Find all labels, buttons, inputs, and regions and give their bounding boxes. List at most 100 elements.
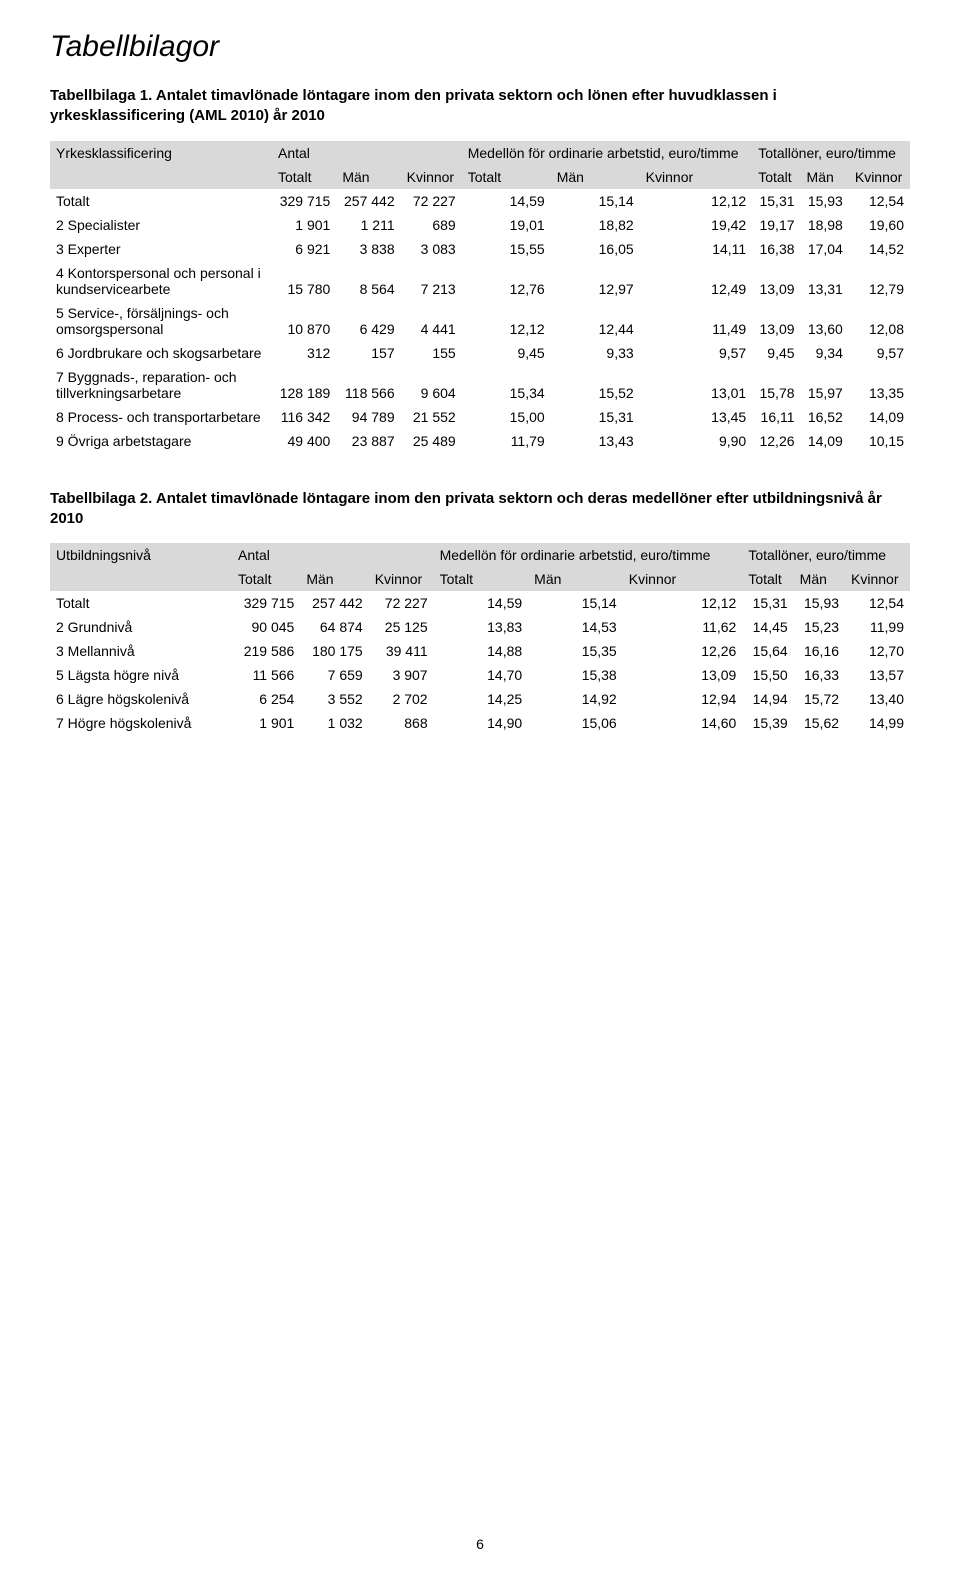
cell: 12,94 bbox=[623, 687, 743, 711]
cell: 15,31 bbox=[752, 189, 800, 213]
t2-sub-5: Män bbox=[528, 567, 623, 591]
row-label: 5 Service-, försäljnings- och omsorgsper… bbox=[50, 301, 272, 341]
cell: 14,59 bbox=[462, 189, 551, 213]
cell: 94 789 bbox=[336, 405, 400, 429]
t1-sub-6: Kvinnor bbox=[640, 165, 753, 189]
cell: 2 702 bbox=[369, 687, 434, 711]
cell: 12,54 bbox=[849, 189, 910, 213]
table-row: 3 Mellannivå219 586180 17539 41114,8815,… bbox=[50, 639, 910, 663]
table-row: 2 Specialister1 9011 21168919,0118,8219,… bbox=[50, 213, 910, 237]
cell: 15,23 bbox=[794, 615, 845, 639]
cell: 12,12 bbox=[462, 301, 551, 341]
row-label: 2 Grundnivå bbox=[50, 615, 232, 639]
cell: 9,45 bbox=[752, 341, 800, 365]
row-label: 6 Lägre högskolenivå bbox=[50, 687, 232, 711]
t1-sub-9: Kvinnor bbox=[849, 165, 910, 189]
cell: 13,35 bbox=[849, 365, 910, 405]
cell: 12,49 bbox=[640, 261, 753, 301]
table2-caption: Tabellbilaga 2. Antalet timavlönade lönt… bbox=[50, 489, 910, 530]
cell: 9,57 bbox=[640, 341, 753, 365]
cell: 15,35 bbox=[528, 639, 623, 663]
cell: 72 227 bbox=[369, 591, 434, 615]
cell: 312 bbox=[272, 341, 336, 365]
row-label: 7 Högre högskolenivå bbox=[50, 711, 232, 735]
cell: 14,88 bbox=[434, 639, 529, 663]
table2: Utbildningsnivå Antal Medellön för ordin… bbox=[50, 543, 910, 735]
cell: 16,52 bbox=[801, 405, 849, 429]
cell: 13,31 bbox=[801, 261, 849, 301]
cell: 8 564 bbox=[336, 261, 400, 301]
cell: 15,72 bbox=[794, 687, 845, 711]
cell: 16,05 bbox=[551, 237, 640, 261]
cell: 9 604 bbox=[401, 365, 462, 405]
page-title: Tabellbilagor bbox=[50, 30, 910, 64]
table-row: 3 Experter6 9213 8383 08315,5516,0514,11… bbox=[50, 237, 910, 261]
table-row: 7 Byggnads-, reparation- och tillverknin… bbox=[50, 365, 910, 405]
cell: 18,82 bbox=[551, 213, 640, 237]
t1-sub-3: Kvinnor bbox=[401, 165, 462, 189]
cell: 12,44 bbox=[551, 301, 640, 341]
cell: 11,99 bbox=[845, 615, 910, 639]
cell: 16,33 bbox=[794, 663, 845, 687]
cell: 14,52 bbox=[849, 237, 910, 261]
cell: 15,55 bbox=[462, 237, 551, 261]
row-label: 8 Process- och transportarbetare bbox=[50, 405, 272, 429]
cell: 1 901 bbox=[232, 711, 300, 735]
cell: 116 342 bbox=[272, 405, 336, 429]
cell: 15,50 bbox=[742, 663, 793, 687]
table-row: 7 Högre högskolenivå1 9011 03286814,9015… bbox=[50, 711, 910, 735]
cell: 6 921 bbox=[272, 237, 336, 261]
t2-sub-0 bbox=[50, 567, 232, 591]
cell: 12,08 bbox=[849, 301, 910, 341]
page-number: 6 bbox=[0, 1536, 960, 1552]
row-label: 5 Lägsta högre nivå bbox=[50, 663, 232, 687]
t1-sub-8: Män bbox=[801, 165, 849, 189]
cell: 17,04 bbox=[801, 237, 849, 261]
t1-sub-0 bbox=[50, 165, 272, 189]
cell: 15,52 bbox=[551, 365, 640, 405]
t2-group-3: Totallöner, euro/timme bbox=[742, 543, 910, 567]
cell: 15,14 bbox=[551, 189, 640, 213]
cell: 9,34 bbox=[801, 341, 849, 365]
cell: 64 874 bbox=[300, 615, 368, 639]
cell: 12,26 bbox=[752, 429, 800, 453]
cell: 10 870 bbox=[272, 301, 336, 341]
cell: 13,09 bbox=[623, 663, 743, 687]
cell: 11,49 bbox=[640, 301, 753, 341]
cell: 12,70 bbox=[845, 639, 910, 663]
cell: 9,57 bbox=[849, 341, 910, 365]
row-label: 9 Övriga arbetstagare bbox=[50, 429, 272, 453]
cell: 13,09 bbox=[752, 261, 800, 301]
t2-sub-1: Totalt bbox=[232, 567, 300, 591]
cell: 329 715 bbox=[272, 189, 336, 213]
cell: 7 659 bbox=[300, 663, 368, 687]
cell: 12,97 bbox=[551, 261, 640, 301]
cell: 14,09 bbox=[801, 429, 849, 453]
cell: 15,31 bbox=[742, 591, 793, 615]
row-label: 3 Mellannivå bbox=[50, 639, 232, 663]
t1-group-2: Medellön för ordinarie arbetstid, euro/t… bbox=[462, 141, 753, 165]
cell: 12,26 bbox=[623, 639, 743, 663]
cell: 18,98 bbox=[801, 213, 849, 237]
t1-sub-5: Män bbox=[551, 165, 640, 189]
row-label: 2 Specialister bbox=[50, 213, 272, 237]
cell: 9,45 bbox=[462, 341, 551, 365]
cell: 16,16 bbox=[794, 639, 845, 663]
t1-group-3: Totallöner, euro/timme bbox=[752, 141, 910, 165]
cell: 15,14 bbox=[528, 591, 623, 615]
cell: 15,06 bbox=[528, 711, 623, 735]
cell: 23 887 bbox=[336, 429, 400, 453]
cell: 13,83 bbox=[434, 615, 529, 639]
cell: 21 552 bbox=[401, 405, 462, 429]
cell: 155 bbox=[401, 341, 462, 365]
cell: 10,15 bbox=[849, 429, 910, 453]
cell: 15,31 bbox=[551, 405, 640, 429]
cell: 13,40 bbox=[845, 687, 910, 711]
cell: 14,25 bbox=[434, 687, 529, 711]
cell: 15,38 bbox=[528, 663, 623, 687]
cell: 16,38 bbox=[752, 237, 800, 261]
table-row: 6 Jordbrukare och skogsarbetare312157155… bbox=[50, 341, 910, 365]
table-row: 5 Lägsta högre nivå11 5667 6593 90714,70… bbox=[50, 663, 910, 687]
cell: 14,90 bbox=[434, 711, 529, 735]
cell: 15,62 bbox=[794, 711, 845, 735]
